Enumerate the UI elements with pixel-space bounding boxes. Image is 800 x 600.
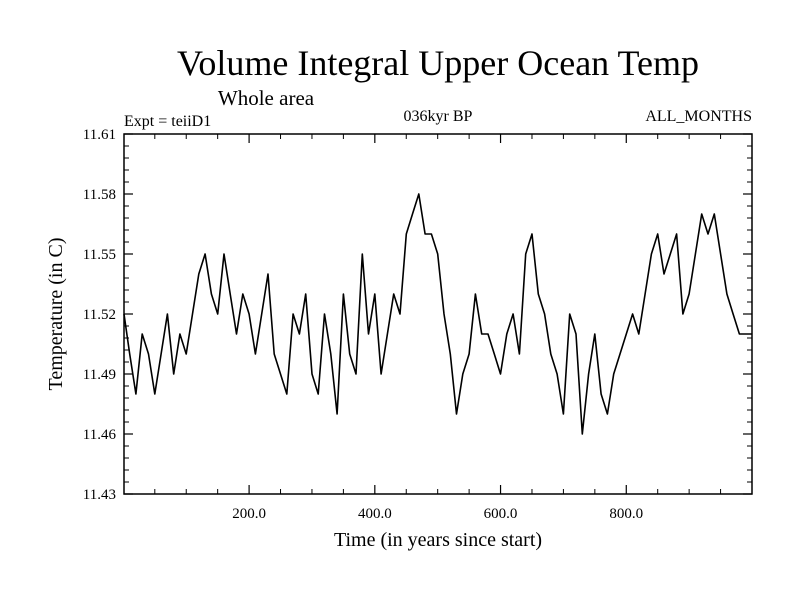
period-label: 036kyr BP <box>404 108 473 125</box>
x-axis-ticks: 200.0 400.0 600.0 800.0 <box>154 134 722 522</box>
chart-title: Volume Integral Upper Ocean Temp <box>177 43 699 83</box>
y-tick-label: 11.61 <box>83 127 116 143</box>
experiment-label: Expt = teiiD1 <box>124 113 211 130</box>
x-axis-label: Time (in years since start) <box>334 529 542 551</box>
x-tick-label: 600.0 <box>484 506 518 522</box>
months-label: ALL_MONTHS <box>645 108 752 125</box>
x-tick-label: 800.0 <box>609 506 643 522</box>
temperature-series-line <box>123 193 752 435</box>
y-tick-label: 11.52 <box>83 307 116 323</box>
x-tick-label: 200.0 <box>232 506 266 522</box>
y-axis-ticks: 11.43 11.46 11.49 11.52 11.55 11.58 11.61 <box>83 127 752 503</box>
y-tick-label: 11.43 <box>83 487 116 503</box>
chart-subtitle: Whole area <box>218 86 315 110</box>
y-tick-label: 11.49 <box>83 367 116 383</box>
x-tick-label: 400.0 <box>358 506 392 522</box>
y-tick-label: 11.46 <box>83 427 117 443</box>
y-tick-label: 11.58 <box>83 187 116 203</box>
y-tick-label: 11.55 <box>83 247 116 263</box>
y-axis-label: Temperature (in C) <box>45 238 67 391</box>
